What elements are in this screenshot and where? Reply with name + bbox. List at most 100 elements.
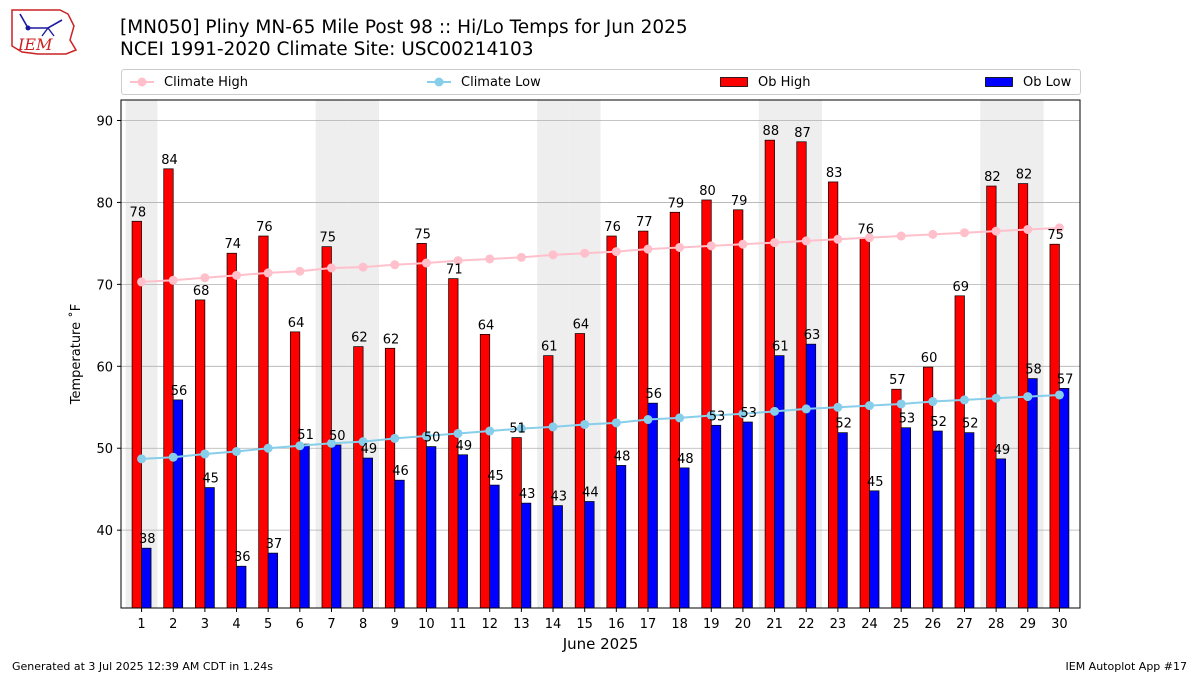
ob-low-label: 57 [1057,372,1074,387]
ob-high-label: 82 [1016,168,1033,183]
x-tick-label: 20 [735,617,752,632]
x-tick-label: 13 [513,617,530,632]
ob-high-label: 75 [1047,228,1064,243]
climate-high-point [801,236,811,246]
climate-high-point [738,239,748,249]
x-tick-label: 9 [391,617,399,632]
ob-low-bar [679,467,690,609]
climate-high-point [959,228,969,238]
climate-high-point [896,231,906,241]
x-tick-label: 27 [956,617,973,632]
ob-low-label: 43 [519,487,536,502]
ob-low-bar [204,487,215,609]
chart-legend: Climate High Climate Low Ob High Ob Low [121,69,1081,95]
ob-low-bar [394,479,405,609]
ob-low-bar [932,430,943,609]
x-tick-label: 10 [418,617,435,632]
climate-high-point [548,250,558,260]
climate-low-point [896,399,906,409]
ob-high-label: 76 [604,220,621,235]
ob-high-bar [828,181,839,609]
ob-low-bar [900,427,912,609]
climate-low-point [358,437,368,447]
climate-low-point [453,428,463,438]
climate-high-point [865,233,875,243]
ob-low-label: 52 [930,415,947,430]
climate-low-point [580,419,590,429]
x-tick-label: 26 [925,617,942,632]
x-tick-label: 21 [766,617,783,632]
ob-low-label: 49 [994,443,1011,458]
legend-line-marker-icon [427,77,451,87]
climate-low-point [770,406,780,416]
ob-high-label: 82 [984,170,1001,185]
climate-low-point [390,433,400,443]
climate-low-point [1023,392,1033,402]
ob-high-label: 74 [225,237,242,252]
x-axis-label: June 2025 [562,635,639,653]
climate-high-point [200,273,210,283]
ob-low-label: 61 [772,340,789,355]
ob-low-bar [141,547,152,609]
ob-low-bar [299,443,310,609]
ob-low-bar [331,444,342,609]
iem-logo: IEM [11,9,78,55]
ob-low-label: 45 [867,475,884,490]
legend-item-ob-high: Ob High [720,70,811,94]
ob-low-bar [837,432,848,609]
ob-high-bar [796,141,807,609]
ob-high-label: 75 [414,227,431,242]
ob-low-bar [647,402,658,609]
climate-high-point [833,234,843,244]
ob-low-bar [489,484,500,609]
climate-low-point [833,402,843,412]
ob-low-label: 48 [677,452,694,467]
legend-line-marker-icon [130,77,154,87]
ob-high-label: 79 [731,194,748,209]
ob-high-label: 76 [256,220,273,235]
legend-label: Climate High [164,74,249,90]
ob-high-label: 64 [288,316,305,331]
ob-low-bar [1027,378,1038,609]
legend-item-climate-low: Climate Low [427,70,541,94]
climate-low-point [137,454,147,464]
ob-low-bar [995,458,1006,609]
y-tick-label: 50 [96,442,113,457]
ob-high-label: 60 [921,351,938,366]
y-tick-label: 40 [96,524,113,539]
ob-low-bar [1059,388,1070,609]
chart-title: [MN050] Pliny MN-65 Mile Post 98 :: Hi/L… [120,17,688,38]
ob-low-label: 53 [709,409,726,424]
ob-high-bar [669,211,680,609]
climate-low-point [200,449,210,459]
app-credit: IEM Autoplot App #17 [1065,660,1188,673]
ob-low-label: 46 [392,464,409,479]
ob-low-label: 36 [234,550,251,565]
climate-low-point [706,410,716,420]
ob-low-bar [457,454,468,609]
ob-low-label: 45 [202,472,219,487]
ob-high-label: 84 [161,153,178,168]
logo-text: IEM [17,35,53,54]
climate-high-point [326,263,336,273]
ob-low-bar [615,465,627,609]
climate-low-point [168,452,178,462]
ob-high-bar [511,437,522,609]
ob-high-label: 71 [446,263,463,278]
ob-low-bar [521,502,532,609]
ob-high-bar [321,246,332,609]
climate-low-point [928,397,938,407]
ob-low-bar [267,552,279,609]
climate-high-point [390,260,400,270]
ob-low-bar [362,457,373,609]
ob-high-bar [764,139,775,609]
x-tick-label: 1 [137,617,145,632]
ob-low-bar [964,432,975,609]
ob-high-bar [416,243,427,609]
y-axis-label: Temperature ˚F [68,304,84,405]
ob-high-label: 78 [130,205,147,220]
ob-high-label: 64 [478,318,495,333]
climate-high-point [643,244,653,254]
climate-high-point [137,277,147,287]
